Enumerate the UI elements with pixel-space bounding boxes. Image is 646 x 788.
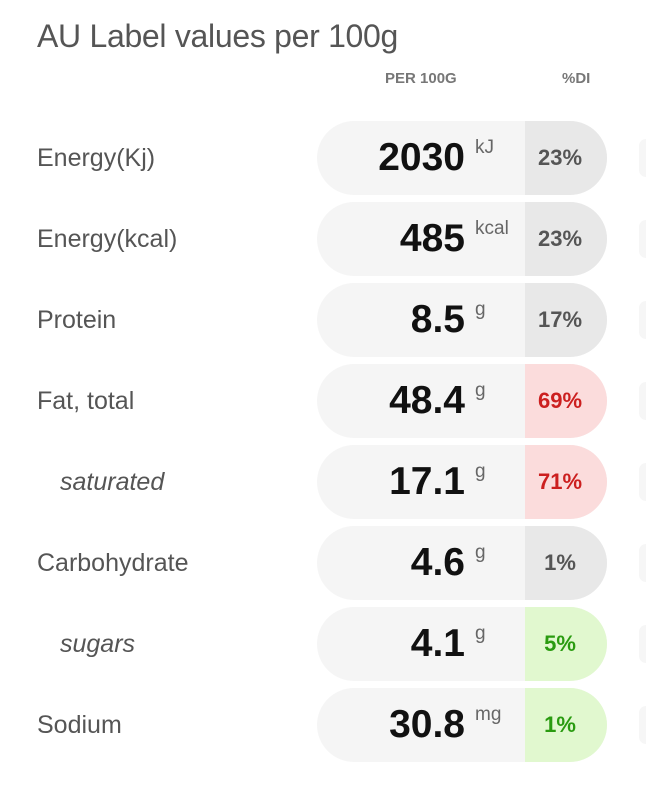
next-column-edge [639,220,646,258]
nutrient-unit: kcal [475,218,509,239]
column-header-per-100g: PER 100G [385,70,457,87]
nutrient-value: 4.6 [410,541,465,584]
nutrient-label: sugars [60,630,136,658]
nutrient-unit: mg [475,704,502,725]
nutrient-label: Carbohydrate [37,549,189,577]
daily-intake-percent: 1% [525,688,607,762]
nutrient-value-pill: 8.5 g 17% [317,283,607,357]
next-column-edge [639,544,646,582]
nutrient-value: 8.5 [410,298,465,341]
nutrient-label: Sodium [37,711,122,739]
nutrient-label: saturated [60,468,165,496]
nutrient-value-pill: 4.1 g 5% [317,607,607,681]
next-column-edge [639,382,646,420]
column-header-daily-intake: %DI [562,70,591,87]
page-title: AU Label values per 100g [37,18,399,54]
next-column-edge [639,139,646,177]
nutrient-unit: kJ [475,137,494,158]
nutrient-row-protein: Protein 8.5 g 17% [0,283,646,357]
nutrient-label: Protein [37,306,117,334]
nutrient-value-pill: 485 kcal 23% [317,202,607,276]
nutrient-label: Energy(kcal) [37,225,178,253]
nutrient-value: 48.4 [389,379,465,422]
nutrition-table: Energy(Kj) 2030 kJ 23% Energy(kcal) 485 … [0,121,646,769]
daily-intake-percent: 17% [525,283,607,357]
daily-intake-percent: 23% [525,202,607,276]
nutrient-row-sugars: sugars 4.1 g 5% [0,607,646,681]
nutrient-unit: g [475,461,486,482]
nutrient-label: Fat, total [37,387,135,415]
daily-intake-percent: 5% [525,607,607,681]
nutrient-unit: g [475,299,486,320]
nutrient-value: 2030 [378,136,465,179]
daily-intake-percent: 23% [525,121,607,195]
nutrient-row-carbohydrate: Carbohydrate 4.6 g 1% [0,526,646,600]
nutrient-value-pill: 48.4 g 69% [317,364,607,438]
next-column-edge [639,463,646,501]
nutrient-value-pill: 2030 kJ 23% [317,121,607,195]
nutrient-value-pill: 30.8 mg 1% [317,688,607,762]
nutrient-value: 485 [399,217,465,260]
nutrient-unit: g [475,623,486,644]
nutrient-row-sodium: Sodium 30.8 mg 1% [0,688,646,762]
nutrient-row-energy-kj: Energy(Kj) 2030 kJ 23% [0,121,646,195]
nutrient-value: 4.1 [410,622,465,665]
daily-intake-percent: 1% [525,526,607,600]
next-column-edge [639,625,646,663]
nutrient-unit: g [475,542,486,563]
daily-intake-percent: 69% [525,364,607,438]
nutrient-row-saturated: saturated 17.1 g 71% [0,445,646,519]
daily-intake-percent: 71% [525,445,607,519]
nutrient-unit: g [475,380,486,401]
next-column-edge [639,301,646,339]
nutrient-value: 17.1 [389,460,465,503]
nutrient-value-pill: 4.6 g 1% [317,526,607,600]
nutrient-value-pill: 17.1 g 71% [317,445,607,519]
nutrient-row-fat-total: Fat, total 48.4 g 69% [0,364,646,438]
nutrient-value: 30.8 [389,703,465,746]
next-column-edge [639,706,646,744]
nutrient-row-energy-kcal: Energy(kcal) 485 kcal 23% [0,202,646,276]
nutrient-label: Energy(Kj) [37,144,156,172]
